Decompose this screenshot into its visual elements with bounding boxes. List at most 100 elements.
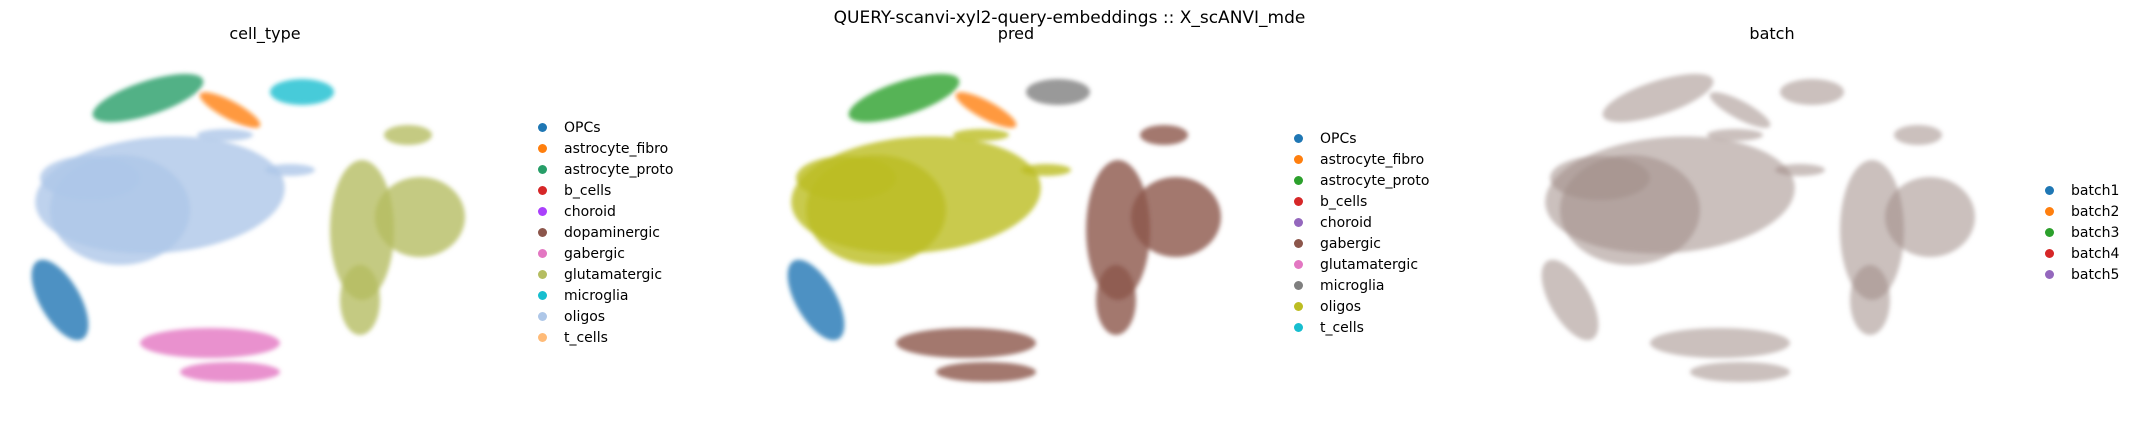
- legend-item: astrocyte_proto: [538, 159, 673, 180]
- cluster-blob: [1894, 125, 1942, 145]
- legend-marker: [538, 144, 547, 153]
- legend-marker: [538, 270, 547, 279]
- cluster-blob: [1690, 362, 1790, 382]
- cluster-blob: [1096, 265, 1136, 335]
- cluster-blob: [270, 79, 334, 105]
- legend-marker: [538, 249, 547, 258]
- legend-marker: [538, 291, 547, 300]
- legend-label: glutamatergic: [1320, 256, 1419, 273]
- legend-label: OPCs: [1320, 130, 1357, 147]
- legend-label: microglia: [1320, 277, 1385, 294]
- panel-title-cell-type: cell_type: [229, 24, 301, 43]
- legend-item: astrocyte_proto: [1294, 170, 1429, 191]
- legend-marker: [1294, 302, 1303, 311]
- legend-item: choroid: [538, 201, 673, 222]
- legend-marker: [1294, 134, 1303, 143]
- cluster-blob: [1775, 164, 1825, 176]
- legend-label: batch4: [2071, 245, 2120, 262]
- legend-item: b_cells: [1294, 191, 1429, 212]
- legend-item: astrocyte_fibro: [538, 138, 673, 159]
- legend-item: glutamatergic: [538, 264, 673, 285]
- legend-label: OPCs: [564, 119, 601, 136]
- legend-item: astrocyte_fibro: [1294, 149, 1429, 170]
- cluster-blob: [180, 362, 280, 382]
- legend-label: choroid: [1320, 214, 1372, 231]
- legend-item: dopaminergic: [538, 222, 673, 243]
- legend-cell-type: OPCs astrocyte_fibro astrocyte_proto b_cell…: [538, 117, 673, 348]
- legend-label: gabergic: [1320, 235, 1381, 252]
- cluster-blob: [265, 164, 315, 176]
- panel-title-batch: batch: [1749, 24, 1795, 43]
- cluster-blob: [1021, 164, 1071, 176]
- legend-label: choroid: [564, 203, 616, 220]
- figure-suptitle: QUERY-scanvi-xyl2-query-embeddings :: X_…: [833, 8, 1306, 28]
- legend-marker: [2045, 270, 2054, 279]
- cluster-blob: [955, 92, 1017, 128]
- cluster-blob: [1026, 79, 1090, 105]
- legend-marker: [538, 228, 547, 237]
- legend-marker: [2045, 186, 2054, 195]
- legend-marker: [1294, 281, 1303, 290]
- legend-label: astrocyte_proto: [1320, 172, 1430, 189]
- legend-label: gabergic: [564, 245, 625, 262]
- cluster-blob: [953, 129, 1009, 141]
- legend-label: t_cells: [1320, 319, 1364, 336]
- legend-item: t_cells: [1294, 317, 1429, 338]
- legend-label: batch5: [2071, 266, 2120, 283]
- legend-marker: [538, 165, 547, 174]
- legend-label: astrocyte_fibro: [1320, 151, 1425, 168]
- cluster-blob: [197, 129, 253, 141]
- cluster-blob: [92, 73, 204, 123]
- legend-label: batch1: [2071, 182, 2120, 199]
- legend-marker: [1294, 197, 1303, 206]
- cluster-blob: [936, 362, 1036, 382]
- legend-marker: [2045, 249, 2054, 258]
- legend-label: microglia: [564, 287, 629, 304]
- cluster-blob: [1602, 73, 1714, 123]
- legend-item: glutamatergic: [1294, 254, 1429, 275]
- legend-marker: [2045, 228, 2054, 237]
- legend-item: microglia: [538, 285, 673, 306]
- cluster-blob: [1707, 129, 1763, 141]
- legend-marker: [1294, 260, 1303, 269]
- legend-item: b_cells: [538, 180, 673, 201]
- legend-marker: [2045, 207, 2054, 216]
- cluster-blob: [796, 156, 896, 200]
- cluster-blob: [1840, 160, 1904, 300]
- cluster-blob: [340, 265, 380, 335]
- legend-label: b_cells: [1320, 193, 1368, 210]
- legend-item: oligos: [1294, 296, 1429, 317]
- legend-label: astrocyte_proto: [564, 161, 674, 178]
- legend-item: gabergic: [538, 243, 673, 264]
- legend-item: batch5: [2045, 264, 2119, 285]
- cluster-blob: [40, 156, 140, 200]
- scatter-panel-pred: [787, 73, 1221, 382]
- cluster-blob: [1650, 328, 1790, 358]
- cluster-blob: [330, 160, 394, 300]
- legend-marker: [538, 312, 547, 321]
- legend-item: choroid: [1294, 212, 1429, 233]
- cluster-blob: [1131, 177, 1221, 257]
- legend-label: oligos: [1320, 298, 1362, 315]
- legend-marker: [1294, 155, 1303, 164]
- legend-marker: [1294, 176, 1303, 185]
- cluster-blob: [1780, 79, 1844, 105]
- cluster-blob: [1086, 160, 1150, 300]
- legend-item: microglia: [1294, 275, 1429, 296]
- cluster-blob: [31, 259, 89, 341]
- legend-item: batch2: [2045, 201, 2119, 222]
- cluster-blob: [140, 328, 280, 358]
- legend-label: t_cells: [564, 329, 608, 346]
- legend-marker: [1294, 218, 1303, 227]
- legend-item: batch4: [2045, 243, 2119, 264]
- cluster-blob: [384, 125, 432, 145]
- legend-item: OPCs: [538, 117, 673, 138]
- cluster-blob: [1550, 156, 1650, 200]
- legend-item: OPCs: [1294, 128, 1429, 149]
- legend-label: dopaminergic: [564, 224, 660, 241]
- legend-label: batch3: [2071, 224, 2120, 241]
- legend-label: astrocyte_fibro: [564, 140, 669, 157]
- legend-label: b_cells: [564, 182, 612, 199]
- legend-label: glutamatergic: [564, 266, 663, 283]
